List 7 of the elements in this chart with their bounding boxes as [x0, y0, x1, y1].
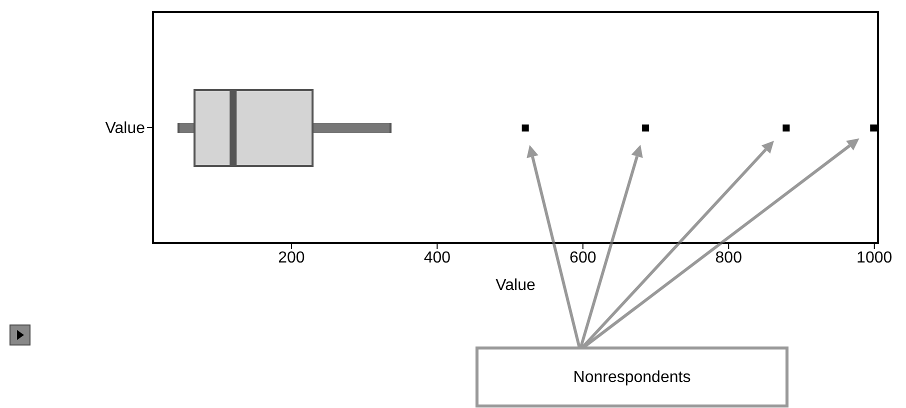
x-tick-label: 600 [570, 249, 596, 266]
x-tick-label: 400 [424, 249, 451, 266]
x-tick-label: 1000 [856, 249, 892, 266]
text: Nonrespondents [573, 369, 691, 386]
x-tick-label: 200 [278, 249, 305, 266]
x-axis-title: Value [494, 277, 536, 295]
x-tick-label: 800 [715, 249, 742, 266]
